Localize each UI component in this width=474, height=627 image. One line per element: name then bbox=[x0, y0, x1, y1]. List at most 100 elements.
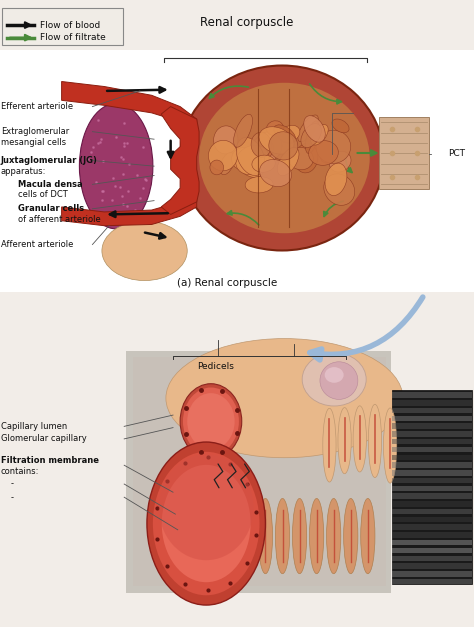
Bar bbox=[392, 556, 472, 561]
Ellipse shape bbox=[159, 454, 254, 561]
Bar bbox=[392, 393, 472, 398]
Ellipse shape bbox=[274, 125, 295, 144]
Bar bbox=[392, 390, 472, 584]
Text: contains:: contains: bbox=[1, 467, 39, 476]
Text: Renal corpuscle: Renal corpuscle bbox=[200, 16, 293, 29]
Bar bbox=[133, 357, 386, 586]
Text: -: - bbox=[10, 480, 13, 488]
Bar bbox=[392, 455, 472, 460]
Ellipse shape bbox=[383, 408, 397, 483]
Text: Glomerular capillary: Glomerular capillary bbox=[1, 435, 87, 443]
Ellipse shape bbox=[214, 126, 238, 154]
Text: Afferent arteriole: Afferent arteriole bbox=[1, 240, 73, 249]
Polygon shape bbox=[62, 82, 197, 132]
Bar bbox=[392, 431, 472, 436]
Ellipse shape bbox=[353, 406, 366, 472]
FancyBboxPatch shape bbox=[2, 8, 123, 45]
Ellipse shape bbox=[324, 174, 355, 205]
Ellipse shape bbox=[301, 124, 321, 147]
Ellipse shape bbox=[234, 114, 253, 147]
Bar bbox=[379, 117, 429, 189]
Ellipse shape bbox=[209, 140, 237, 171]
Ellipse shape bbox=[275, 498, 290, 574]
Ellipse shape bbox=[279, 125, 300, 143]
Ellipse shape bbox=[329, 151, 351, 172]
Ellipse shape bbox=[237, 137, 265, 176]
Ellipse shape bbox=[183, 387, 239, 455]
Bar bbox=[392, 501, 472, 507]
Ellipse shape bbox=[180, 66, 384, 251]
Ellipse shape bbox=[311, 125, 328, 145]
Ellipse shape bbox=[294, 144, 318, 173]
Text: Juxtaglomerular (JG): Juxtaglomerular (JG) bbox=[1, 156, 98, 165]
Bar bbox=[392, 579, 472, 584]
Ellipse shape bbox=[266, 121, 283, 135]
Bar bbox=[392, 486, 472, 491]
Ellipse shape bbox=[298, 115, 319, 142]
Ellipse shape bbox=[258, 498, 273, 574]
Bar bbox=[392, 493, 472, 499]
Text: Efferent arteriole: Efferent arteriole bbox=[1, 102, 73, 111]
Bar bbox=[392, 408, 472, 413]
Ellipse shape bbox=[245, 177, 273, 193]
Ellipse shape bbox=[102, 221, 187, 281]
Text: mesangial cells: mesangial cells bbox=[1, 139, 66, 147]
Bar bbox=[392, 462, 472, 468]
Ellipse shape bbox=[338, 408, 351, 474]
Ellipse shape bbox=[277, 147, 299, 176]
Text: Extraglomerular: Extraglomerular bbox=[1, 127, 69, 136]
Ellipse shape bbox=[199, 83, 370, 233]
Ellipse shape bbox=[320, 362, 358, 399]
Bar bbox=[392, 470, 472, 475]
Ellipse shape bbox=[236, 145, 269, 174]
Text: Flow of filtrate: Flow of filtrate bbox=[40, 33, 106, 42]
Ellipse shape bbox=[310, 498, 324, 574]
Bar bbox=[392, 416, 472, 421]
Ellipse shape bbox=[252, 155, 275, 172]
Ellipse shape bbox=[269, 132, 298, 160]
Text: apparatus:: apparatus: bbox=[1, 167, 46, 176]
Ellipse shape bbox=[260, 159, 292, 187]
Ellipse shape bbox=[153, 452, 259, 595]
Text: Macula densa: Macula densa bbox=[18, 180, 82, 189]
Ellipse shape bbox=[304, 115, 325, 142]
Ellipse shape bbox=[187, 393, 235, 450]
Ellipse shape bbox=[288, 147, 313, 170]
Bar bbox=[392, 447, 472, 452]
Bar bbox=[392, 423, 472, 429]
Ellipse shape bbox=[320, 149, 334, 163]
Ellipse shape bbox=[147, 442, 265, 605]
Ellipse shape bbox=[237, 152, 264, 177]
Ellipse shape bbox=[368, 404, 382, 478]
Text: Capillary lumen: Capillary lumen bbox=[1, 422, 67, 431]
Ellipse shape bbox=[252, 137, 273, 159]
Ellipse shape bbox=[309, 140, 338, 166]
Bar bbox=[392, 525, 472, 530]
Ellipse shape bbox=[180, 384, 242, 459]
Bar bbox=[0, 50, 474, 292]
Text: Filtration membrane: Filtration membrane bbox=[1, 456, 99, 465]
Ellipse shape bbox=[323, 408, 336, 482]
Text: of afferent arteriole: of afferent arteriole bbox=[18, 215, 101, 224]
Text: cells of DCT: cells of DCT bbox=[18, 191, 68, 199]
Ellipse shape bbox=[361, 498, 375, 574]
Bar bbox=[392, 548, 472, 553]
Ellipse shape bbox=[251, 132, 272, 157]
Ellipse shape bbox=[210, 160, 224, 175]
Text: -: - bbox=[10, 493, 13, 502]
Polygon shape bbox=[62, 191, 197, 226]
Bar bbox=[392, 509, 472, 514]
Bar bbox=[392, 400, 472, 406]
Bar bbox=[392, 540, 472, 545]
Ellipse shape bbox=[292, 498, 307, 574]
Ellipse shape bbox=[162, 465, 251, 582]
Ellipse shape bbox=[325, 367, 344, 382]
Bar bbox=[392, 478, 472, 483]
Ellipse shape bbox=[220, 152, 235, 175]
Ellipse shape bbox=[305, 121, 319, 154]
Text: Granular cells: Granular cells bbox=[18, 204, 84, 213]
Text: Pedicels: Pedicels bbox=[197, 362, 234, 371]
Bar bbox=[126, 351, 391, 593]
Ellipse shape bbox=[79, 103, 153, 229]
Bar bbox=[392, 517, 472, 522]
